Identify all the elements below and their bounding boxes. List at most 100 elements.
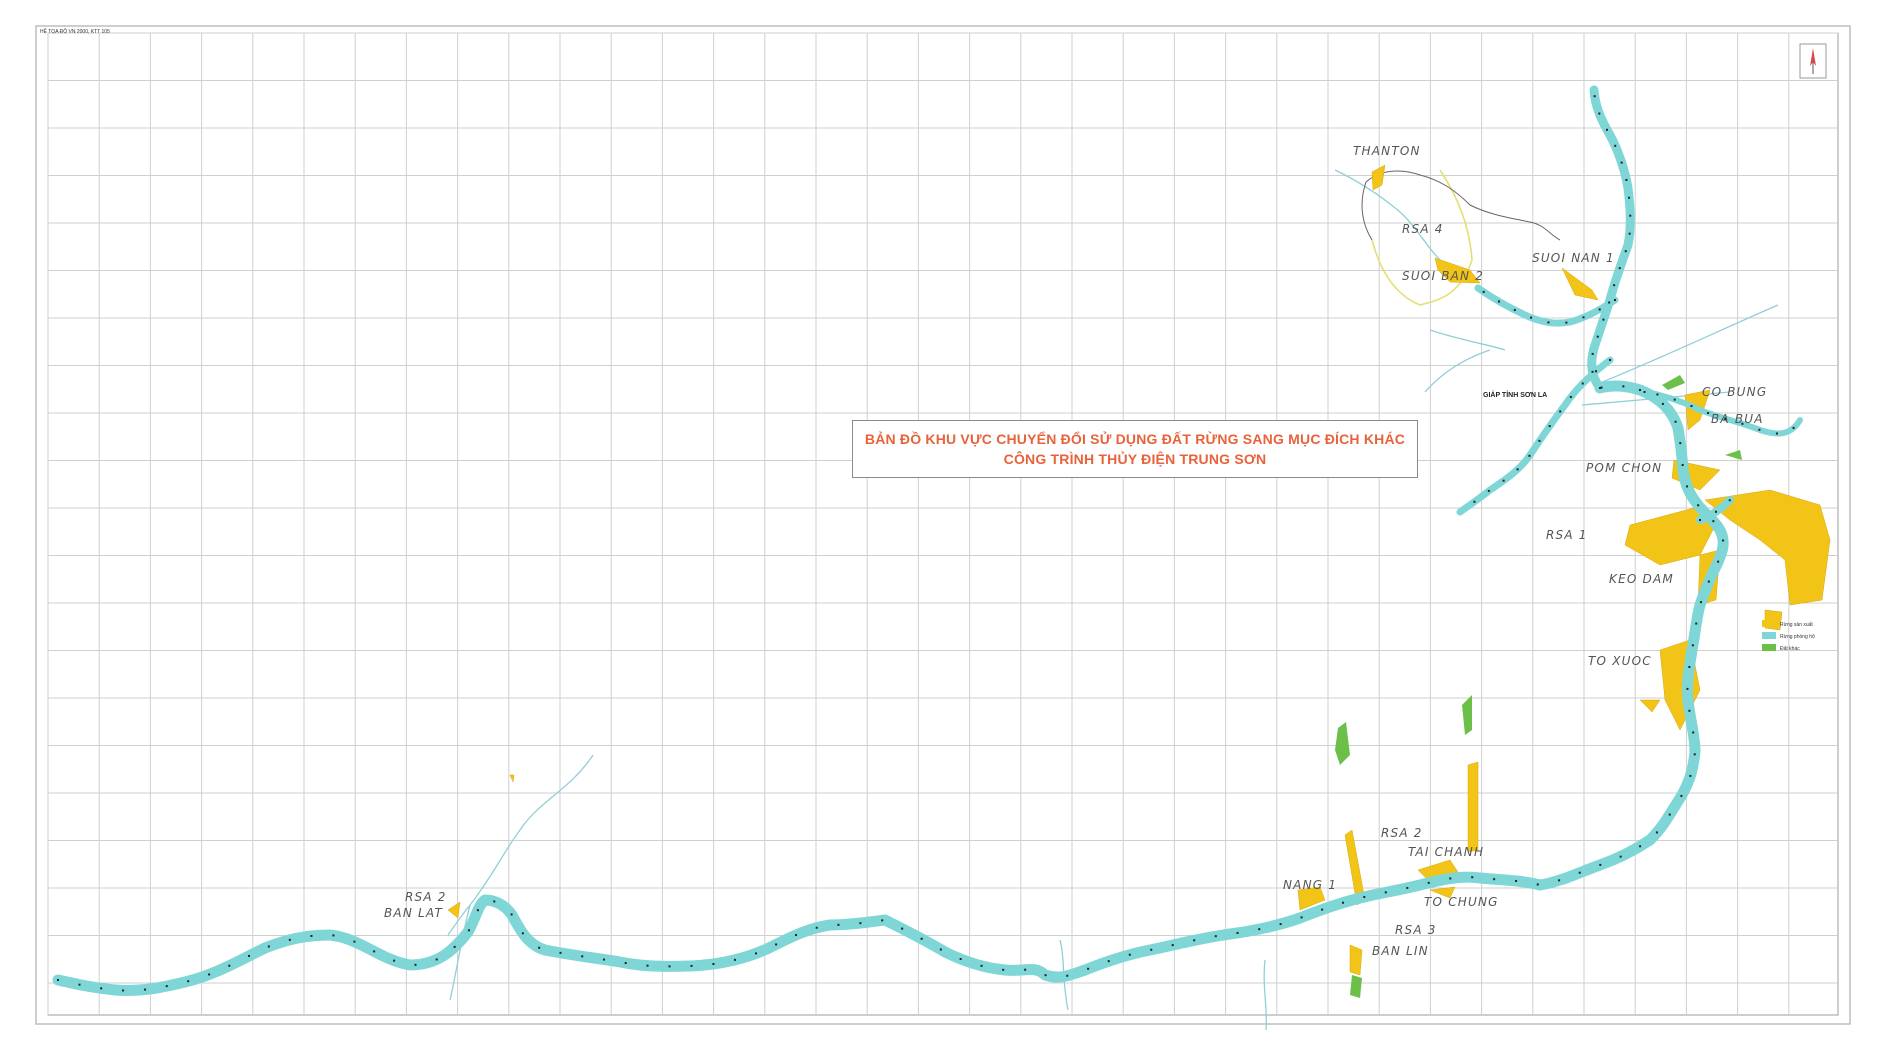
river-station-mark <box>288 938 291 941</box>
river-station-mark <box>1717 560 1720 563</box>
river-station-mark <box>1692 731 1695 734</box>
river-station-mark <box>78 983 81 986</box>
river-station-mark <box>1547 321 1550 324</box>
river-station-mark <box>1629 214 1632 217</box>
river-station-mark <box>1741 422 1744 425</box>
river-station-mark <box>1558 879 1561 882</box>
river-station-mark <box>559 951 562 954</box>
river-station-mark <box>1656 393 1659 396</box>
river-station-mark <box>1449 877 1452 880</box>
label-rsa3: RSA 3 <box>1395 923 1437 937</box>
label-pom-chon: POM CHON <box>1586 461 1662 475</box>
river-station-mark <box>1693 753 1696 756</box>
map-title-line2: CÔNG TRÌNH THỦY ĐIỆN TRUNG SƠN <box>1003 451 1267 467</box>
river-station-mark <box>1594 370 1597 373</box>
river-station-mark <box>1673 398 1676 401</box>
river-station-mark <box>1530 316 1533 319</box>
label-rsa2-ban-lat: RSA 2 <box>405 890 447 904</box>
river-station-mark <box>453 945 456 948</box>
river-station-mark <box>1528 454 1531 457</box>
river-station-mark <box>1681 463 1684 466</box>
river-station-mark <box>1513 309 1516 312</box>
river-station-mark <box>476 909 479 912</box>
river-station-mark <box>414 963 417 966</box>
river-station-mark <box>1622 385 1625 388</box>
river-station-mark <box>1559 410 1562 413</box>
river-station-mark <box>1628 196 1631 199</box>
river-station-mark <box>1599 863 1602 866</box>
label-to-xuoc: TO XUOC <box>1588 654 1652 668</box>
river-station-mark <box>165 985 168 988</box>
river-station-mark <box>1569 395 1572 398</box>
province-boundary <box>1371 169 1473 306</box>
river-station-mark <box>1618 267 1621 270</box>
river-station-mark <box>467 929 470 932</box>
river-station-mark <box>1792 426 1795 429</box>
river-station-mark <box>1619 855 1622 858</box>
river-station-mark <box>310 934 313 937</box>
river-station-mark <box>122 989 125 992</box>
river-station-mark <box>1614 299 1616 301</box>
river-station-mark <box>837 923 840 926</box>
river-station-mark <box>1724 417 1727 420</box>
river-station-mark <box>1613 284 1616 287</box>
label-thanton: THANTON <box>1353 144 1421 158</box>
river-station-mark <box>248 954 251 957</box>
river-station-mark <box>690 964 693 967</box>
river-station-mark <box>624 962 627 965</box>
label-rsa4: RSA 4 <box>1402 222 1444 236</box>
label-co-bung: CO BUNG <box>1702 385 1767 399</box>
river-station-mark <box>1087 967 1090 970</box>
province-boundary-label: GIÁP TỈNH SƠN LA <box>1483 390 1547 399</box>
river-station-mark <box>1620 161 1623 164</box>
river-station-mark <box>1591 352 1594 355</box>
river-station-mark <box>1691 644 1694 647</box>
river-station-mark <box>1193 939 1196 942</box>
legend-item-1: Rừng sản xuất <box>1780 622 1813 628</box>
map-title-line1: BẢN ĐỒ KHU VỰC CHUYỂN ĐỔI SỬ DỤNG ĐẤT RỪ… <box>864 431 1406 447</box>
river-station-mark <box>100 987 103 990</box>
river-station-mark <box>1680 794 1683 797</box>
river-station-mark <box>1707 580 1710 583</box>
river-station-mark <box>1609 359 1611 361</box>
river-station-mark <box>1608 301 1611 304</box>
river-station-mark <box>1591 370 1594 373</box>
river-station-mark <box>1679 442 1682 445</box>
river-station-mark <box>1279 923 1282 926</box>
river-station-mark <box>668 965 671 968</box>
river-station-mark <box>373 950 376 953</box>
river-station-mark <box>1497 300 1500 303</box>
river-station-mark <box>1625 178 1628 181</box>
river-station-mark <box>1024 968 1027 971</box>
river-station-mark <box>1214 935 1217 938</box>
river-station-mark <box>1606 128 1609 131</box>
river-station-mark <box>939 948 942 951</box>
river-station-mark <box>435 958 438 961</box>
river-station-mark <box>1600 386 1603 389</box>
river-station-mark <box>1596 335 1599 338</box>
river-station-mark <box>1487 489 1490 492</box>
river-station-mark <box>1598 308 1601 311</box>
river-station-mark <box>1668 813 1671 816</box>
river-station-mark <box>980 964 983 967</box>
label-rsa1: RSA 1 <box>1546 528 1588 542</box>
river-station-mark <box>859 922 862 925</box>
river-station-mark <box>1775 432 1778 435</box>
river-station-mark <box>1699 519 1701 521</box>
river-station-mark <box>1624 250 1627 253</box>
river-station-mark <box>1602 318 1605 321</box>
river-station-mark <box>1599 387 1601 389</box>
river-station-mark <box>1406 886 1409 889</box>
label-keo-dam: KEO DAM <box>1609 572 1674 586</box>
river-station-mark <box>1593 95 1596 98</box>
label-ban-lat: BAN LAT <box>384 906 443 920</box>
river-station-mark <box>1712 520 1715 523</box>
river-station-mark <box>208 973 211 976</box>
river-station-mark <box>1614 144 1617 147</box>
river-station-mark <box>57 979 59 981</box>
river-station-mark <box>1565 321 1568 324</box>
map-frame <box>35 25 1851 1025</box>
river-station-mark <box>1471 876 1474 879</box>
river-station-mark <box>187 980 190 983</box>
